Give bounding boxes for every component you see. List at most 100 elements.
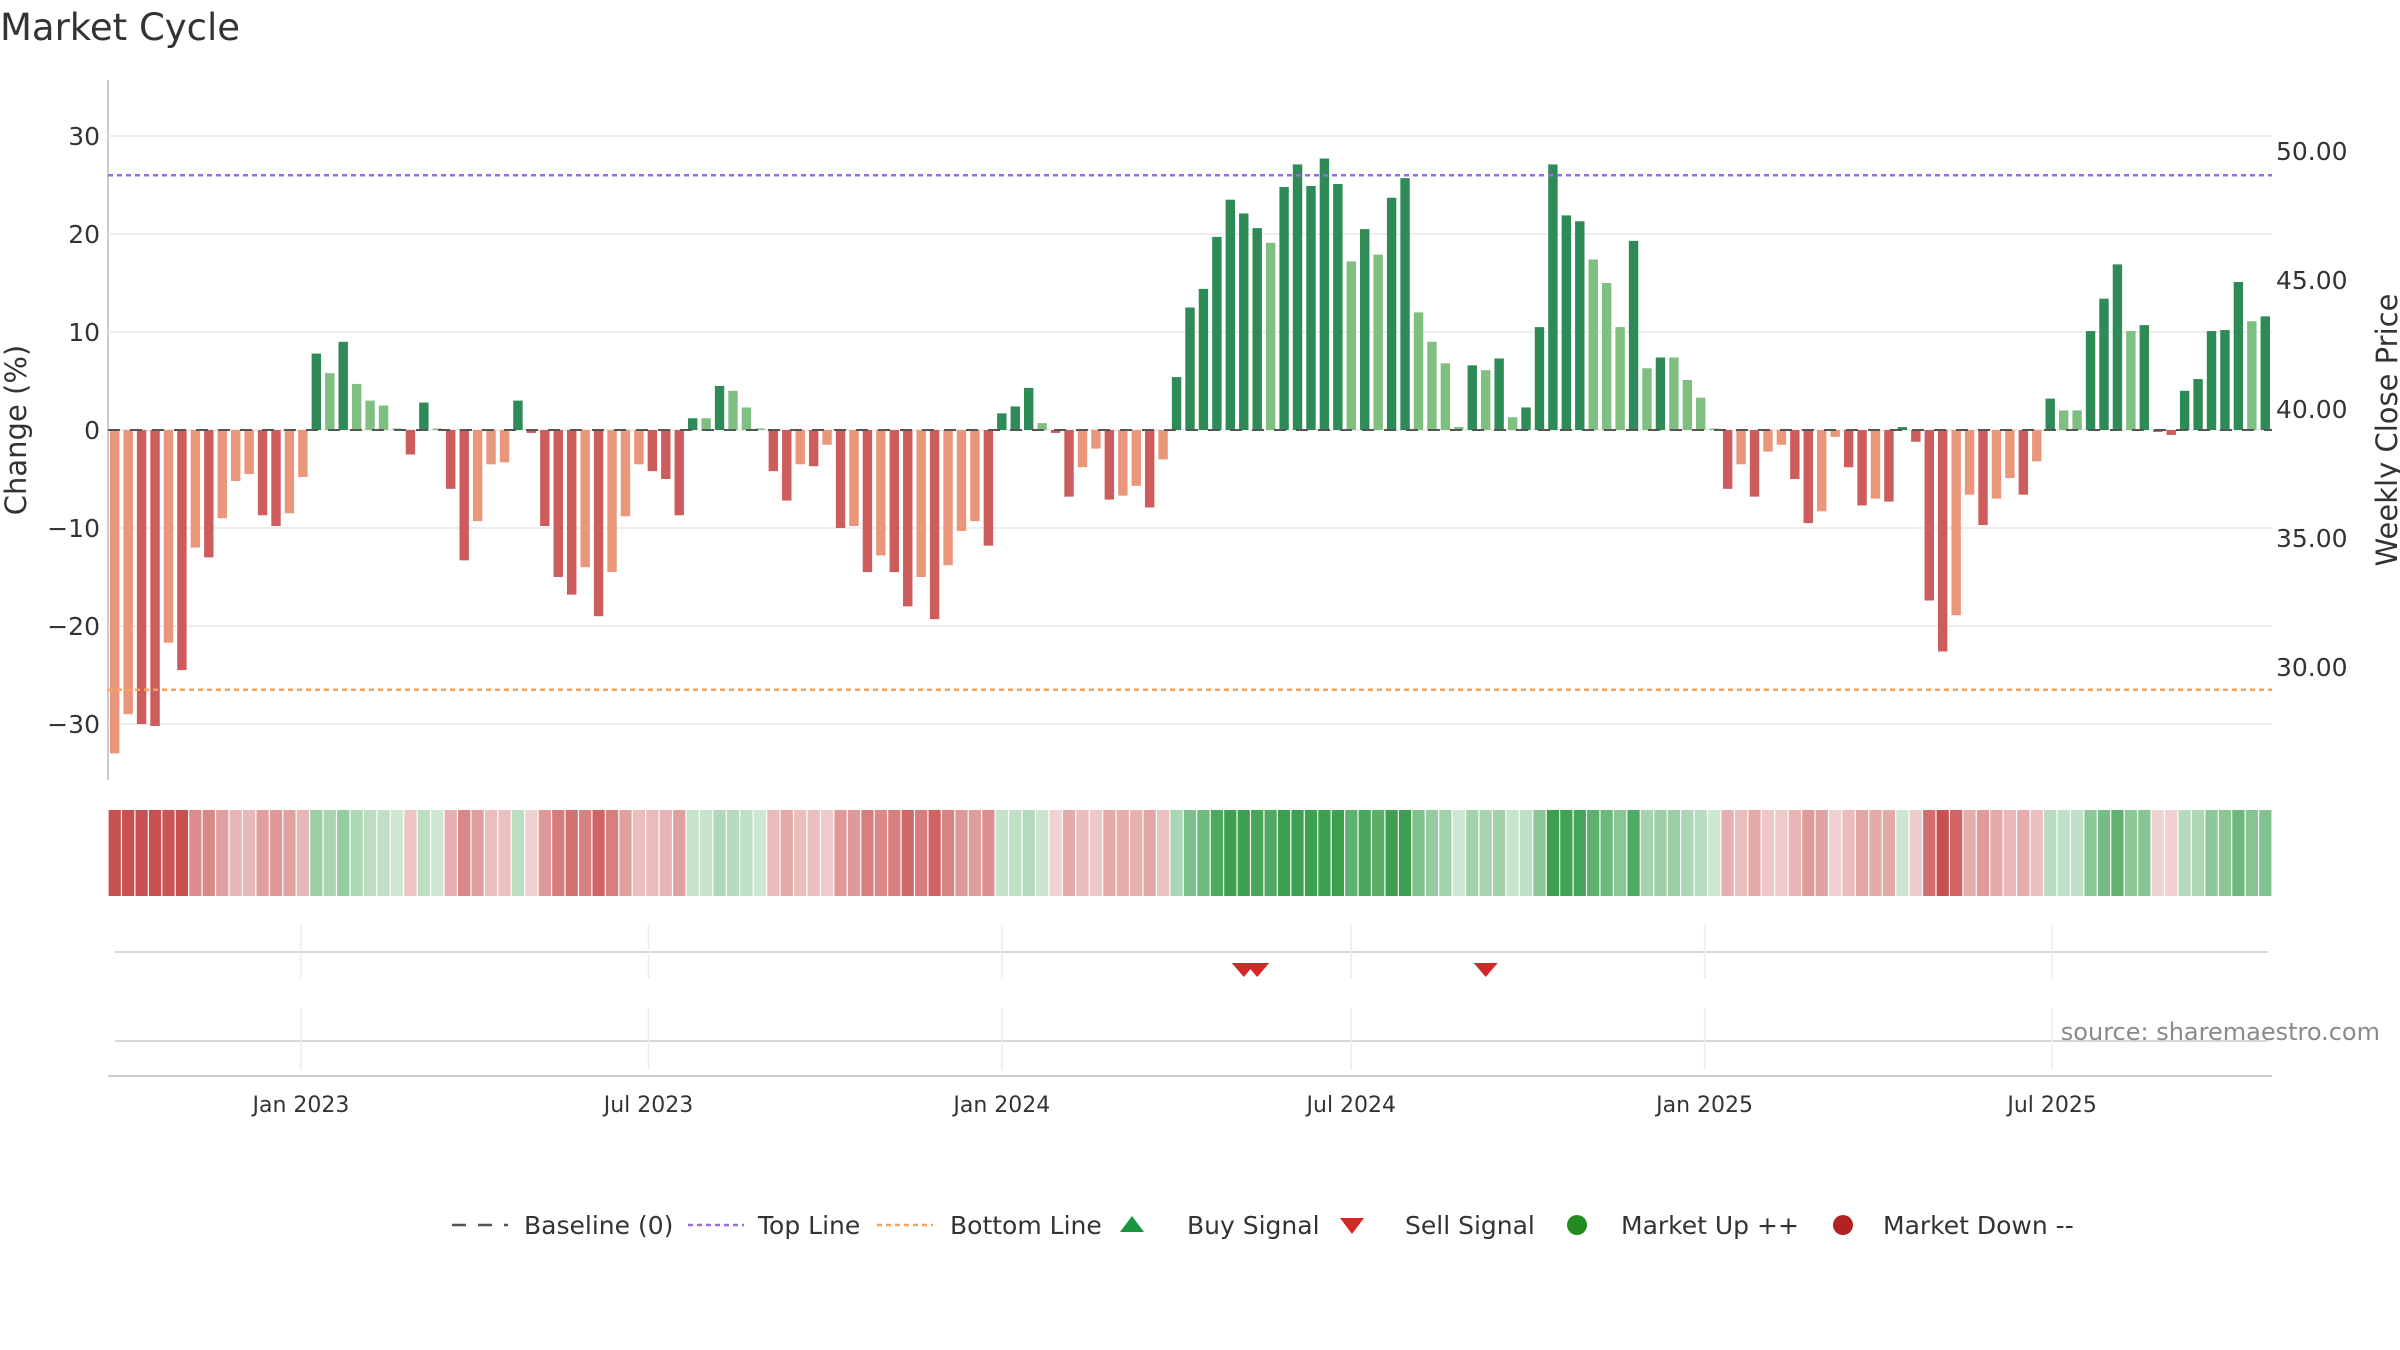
bar xyxy=(943,430,953,566)
heat-cell xyxy=(700,810,713,896)
bar xyxy=(1037,423,1047,430)
bar xyxy=(2193,379,2203,430)
bar xyxy=(1736,430,1746,465)
heat-cell xyxy=(525,810,538,896)
bar xyxy=(1360,229,1370,430)
bar xyxy=(459,430,469,561)
bar xyxy=(714,385,725,430)
bar xyxy=(970,430,980,522)
bar xyxy=(325,373,335,430)
y-right-tick-label: 35.00 xyxy=(2276,524,2348,553)
heat-cell xyxy=(1439,810,1452,896)
heat-cell xyxy=(713,810,726,896)
bar xyxy=(741,407,752,430)
heat-cell xyxy=(1869,810,1882,896)
heat-cell xyxy=(377,810,390,896)
heat-cell xyxy=(1452,810,1465,896)
heat-cell xyxy=(1210,810,1224,896)
bar xyxy=(1857,430,1867,506)
y-left-tick-label: 30 xyxy=(68,122,100,151)
source-text: source: sharemaestro.com xyxy=(2061,1018,2380,1046)
heat-cell xyxy=(1036,810,1049,896)
heat-cell xyxy=(108,810,121,896)
bar xyxy=(2085,331,2096,430)
bar xyxy=(795,430,805,465)
bar xyxy=(378,405,389,430)
bar xyxy=(1467,365,1477,430)
bar xyxy=(2247,321,2257,430)
bar xyxy=(2126,331,2136,430)
heat-cell xyxy=(1923,810,1936,896)
bar xyxy=(580,430,590,568)
legend-item-mup: Market Up ++ xyxy=(1567,1211,1799,1240)
chart-legend: Baseline (0) Top Line Bottom Line Buy Signa… xyxy=(452,1211,2074,1240)
legend-item-baseline: Baseline (0) xyxy=(452,1211,673,1240)
bar xyxy=(876,430,886,556)
heat-cell xyxy=(2111,810,2124,896)
heat-cell xyxy=(1654,810,1667,896)
heat-cell xyxy=(847,810,861,896)
bar xyxy=(1427,341,1437,430)
bar xyxy=(2005,430,2015,479)
heat-cell xyxy=(619,810,632,896)
heat-cell xyxy=(350,810,363,896)
heat-cell xyxy=(1251,810,1264,896)
legend-label: Baseline (0) xyxy=(524,1211,673,1240)
bar xyxy=(849,430,859,527)
heat-cell xyxy=(1587,810,1600,896)
bar xyxy=(1010,406,1020,430)
bar xyxy=(822,430,832,445)
heat-cell xyxy=(1224,810,1237,896)
bar xyxy=(298,430,308,478)
y-right-tick-label: 40.00 xyxy=(2276,395,2348,424)
bar xyxy=(997,413,1007,430)
legend-label: Top Line xyxy=(757,1211,860,1240)
heat-cell xyxy=(1372,810,1385,896)
bar xyxy=(405,430,416,455)
heat-cell xyxy=(1640,810,1654,896)
bar xyxy=(647,430,658,472)
bar xyxy=(1669,357,1679,430)
heat-cell xyxy=(1264,810,1277,896)
heat-cell xyxy=(404,810,417,896)
bar xyxy=(1413,312,1424,430)
bar xyxy=(929,430,940,620)
heat-cell xyxy=(834,810,847,896)
heat-cell xyxy=(363,810,377,896)
heat-cell xyxy=(861,810,874,896)
bar xyxy=(2099,298,2109,430)
bar xyxy=(1077,430,1088,468)
bar xyxy=(1373,254,1383,430)
bar xyxy=(1171,377,1182,430)
buy-triangle-icon xyxy=(1120,1216,1144,1232)
heat-cell xyxy=(1627,810,1640,896)
bar xyxy=(1951,430,1961,616)
heat-cell xyxy=(2070,810,2084,896)
chart-title: Market Cycle xyxy=(0,6,241,49)
bar xyxy=(1830,430,1840,437)
bar xyxy=(1252,228,1262,430)
heat-cell xyxy=(767,810,780,896)
bar xyxy=(1911,430,1921,442)
heat-cell xyxy=(2178,810,2191,896)
bar xyxy=(257,430,268,516)
bar xyxy=(567,430,577,595)
heat-cell xyxy=(175,810,189,896)
market-up-dot-icon xyxy=(1567,1215,1587,1235)
heat-cell xyxy=(1076,810,1089,896)
y-right-axis-title: Weekly Close Price xyxy=(2370,294,2400,567)
bar xyxy=(862,430,873,573)
heat-cell xyxy=(1049,810,1062,896)
bar xyxy=(540,430,550,527)
bar xyxy=(1185,307,1195,430)
bar xyxy=(1548,164,1558,431)
heat-cell xyxy=(1734,810,1748,896)
heat-cell xyxy=(1573,810,1586,896)
heat-cell xyxy=(995,810,1008,896)
heat-cell xyxy=(122,810,135,896)
bar xyxy=(1265,242,1276,430)
legend-label: Market Up ++ xyxy=(1621,1211,1799,1240)
bar xyxy=(889,430,900,573)
bar xyxy=(338,341,348,430)
